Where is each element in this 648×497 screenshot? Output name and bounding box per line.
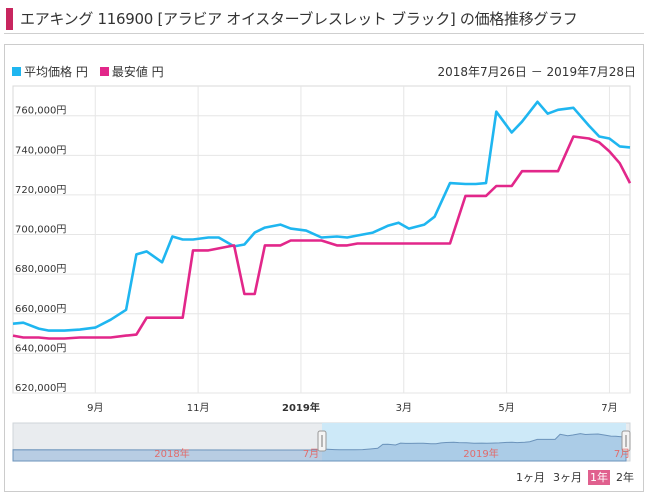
navigator-series-area — [12, 433, 627, 462]
range-button-1y[interactable]: 1年 — [588, 470, 610, 485]
range-selector: 1ヶ月 3ヶ月 1年 2年 — [514, 470, 636, 485]
y-axis: 620,000円 640,000円 660,000円 680,000円 700,000円… — [15, 106, 66, 394]
y-tick-label: 720,000円 — [15, 185, 66, 196]
legend-label-min: 最安値 円 — [111, 65, 164, 79]
series-line-min — [12, 135, 632, 340]
chart-frame — [4, 44, 644, 492]
series-layer — [12, 100, 632, 340]
x-axis: 9月 11月 2019年 3月 5月 7月 — [87, 401, 618, 414]
x-tick-label: 2019年 — [282, 401, 320, 414]
grid-layer — [12, 85, 631, 394]
legend-swatch-avg — [12, 67, 21, 76]
x-tick-label: 3月 — [396, 402, 412, 414]
title-accent-mark — [6, 7, 13, 30]
page-title-bar: エアキング 116900 [アラビア オイスターブレスレット ブラック] の価格… — [4, 4, 644, 34]
range-button-1m[interactable]: 1ヶ月 — [516, 471, 545, 484]
range-navigator: 2018年 7月 2019年 7月 — [12, 422, 631, 462]
series-line-avg — [12, 100, 631, 332]
x-tick-label: 11月 — [187, 402, 210, 414]
legend-swatch-min — [99, 67, 109, 76]
x-tick-label: 5月 — [498, 402, 514, 414]
legend-item-min[interactable]: 最安値 円 — [99, 63, 164, 80]
y-tick-label: 740,000円 — [15, 145, 66, 156]
navigator-label: 7月 — [614, 448, 630, 460]
x-tick-label: 7月 — [601, 402, 617, 414]
date-range-text: 2018年7月26日 － 2019年7月28日 — [437, 65, 636, 79]
page-title: エアキング 116900 [アラビア オイスターブレスレット ブラック] の価格… — [20, 10, 578, 28]
legend-item-avg[interactable]: 平均価格 円 — [12, 63, 88, 80]
y-tick-label: 620,000円 — [15, 383, 66, 394]
range-button-2y[interactable]: 2年 — [616, 471, 634, 484]
y-tick-label: 640,000円 — [15, 343, 66, 354]
navigator-label: 2018年 — [154, 447, 189, 460]
legend-label-avg: 平均価格 円 — [24, 65, 88, 79]
y-tick-label: 700,000円 — [15, 225, 66, 236]
navigator-label: 2019年 — [463, 447, 498, 460]
chart-legend: 平均価格 円 最安値 円 — [12, 63, 176, 80]
y-tick-label: 680,000円 — [15, 264, 66, 275]
x-tick-label: 9月 — [87, 402, 103, 414]
range-button-3m[interactable]: 3ヶ月 — [553, 471, 582, 484]
y-tick-label: 660,000円 — [15, 304, 66, 315]
navigator-label: 7月 — [303, 448, 319, 460]
y-tick-label: 760,000円 — [15, 106, 66, 117]
